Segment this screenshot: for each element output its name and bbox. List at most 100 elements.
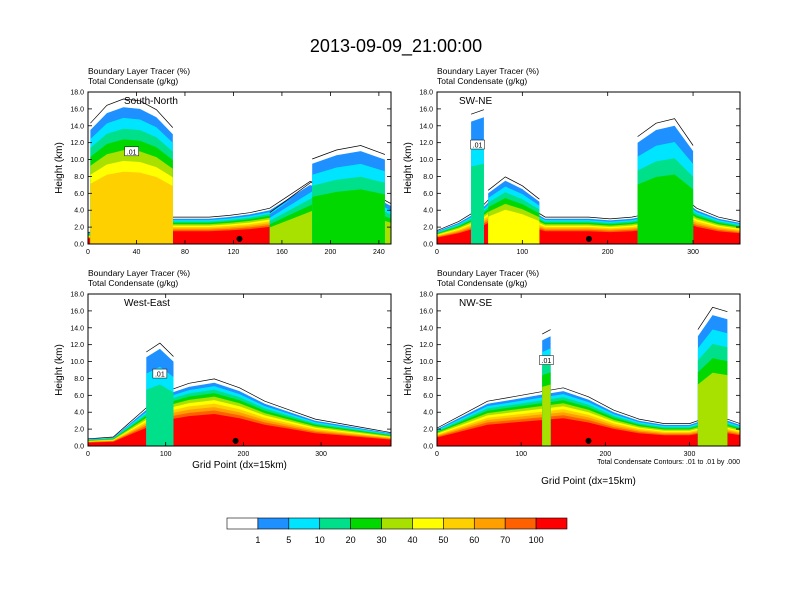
x-tick-label: 200 (238, 451, 250, 458)
x-tick-label: 200 (599, 451, 611, 458)
location-marker (585, 235, 592, 242)
plot-frame (436, 293, 741, 447)
shade-region-3-level-4 (637, 174, 694, 244)
shade-region-1-level-5 (542, 384, 551, 446)
colorbar-label: 50 (438, 535, 448, 545)
condensate-contour (90, 98, 174, 128)
panel-south-north: .01 0.0 2.0 4.0 6.0 8.0 10.0 12.0 14.0 16.0 18.0 0 4… (54, 66, 392, 256)
y-tick-label: 8.0 (74, 376, 84, 383)
y-tick-label: 18.0 (70, 90, 84, 97)
header-tracer: Boundary Layer Tracer (%) (437, 268, 539, 278)
colorbar-label: 10 (315, 535, 325, 545)
y-tick-label: 16.0 (419, 106, 433, 113)
y-tick-label: 12.0 (419, 140, 433, 147)
panel-label: West-East (124, 298, 170, 309)
location-marker (585, 437, 592, 444)
y-tick-label: 16.0 (70, 308, 84, 315)
contour-label: .01 (127, 149, 137, 156)
panel-nw-se: .01 0.0 2.0 4.0 6.0 8.0 10.0 12.0 14.0 16.0 18.0 0 1… (403, 268, 741, 458)
colorbar-label: 70 (500, 535, 510, 545)
plot-area: .01 (437, 92, 740, 244)
y-tick-label: 18.0 (419, 90, 433, 97)
y-tick-label: 8.0 (74, 174, 84, 181)
y-tick-label: 16.0 (419, 308, 433, 315)
x-tick-label: 160 (276, 249, 288, 256)
y-tick-label: 18.0 (70, 292, 84, 299)
colorbar-swatch (319, 517, 351, 530)
colorbar-swatch (226, 517, 259, 530)
y-tick-label: 8.0 (423, 376, 433, 383)
y-axis-label: Height (km) (54, 142, 65, 194)
contour-label-box (152, 368, 168, 379)
contour-label-box (124, 146, 139, 157)
colorbar-label: 100 (529, 535, 544, 545)
y-tick-label: 0.0 (423, 242, 433, 249)
colorbar-label: 30 (377, 535, 387, 545)
condensate-contour (88, 378, 391, 440)
panel-sw-ne: .01 0.0 2.0 4.0 6.0 8.0 10.0 12.0 14.0 16.0 18.0 0 1… (403, 66, 741, 256)
colorbar-label: 1 (255, 535, 260, 545)
condensate-contour (542, 329, 551, 335)
y-tick-label: 4.0 (74, 410, 84, 417)
header-condensate: Total Condensate (g/kg) (437, 278, 527, 288)
colorbar-swatch (412, 517, 444, 530)
x-axis-label-right: Grid Point (dx=15km) (541, 476, 636, 487)
contour-label: .01 (473, 143, 483, 150)
panel-label: NW-SE (459, 298, 492, 309)
y-tick-label: 10.0 (70, 359, 84, 366)
y-tick-label: 0.0 (423, 444, 433, 451)
colorbar-swatch (473, 517, 506, 530)
condensate-contour (146, 342, 174, 357)
plot-frame (436, 91, 741, 245)
y-tick-label: 10.0 (419, 359, 433, 366)
condensate-contour (697, 306, 728, 330)
y-axis-label: Height (km) (54, 344, 65, 396)
condensate-contour (470, 109, 485, 115)
x-tick-label: 0 (86, 451, 90, 458)
x-tick-label: 120 (228, 249, 240, 256)
x-tick-label: 300 (687, 249, 699, 256)
y-axis-label: Height (km) (403, 142, 414, 194)
x-tick-label: 0 (435, 451, 439, 458)
contour-label: .01 (542, 358, 552, 365)
shade-region-1-level-3 (146, 384, 174, 446)
colorbar-swatch (350, 517, 382, 530)
y-tick-label: 6.0 (74, 191, 84, 198)
y-tick-label: 0.0 (74, 242, 84, 249)
y-tick-label: 8.0 (423, 174, 433, 181)
y-tick-label: 4.0 (74, 208, 84, 215)
y-tick-label: 14.0 (70, 325, 84, 332)
y-tick-label: 16.0 (70, 106, 84, 113)
panel-label: South-North (124, 96, 178, 107)
y-tick-label: 10.0 (419, 157, 433, 164)
x-tick-label: 100 (515, 451, 527, 458)
y-tick-label: 0.0 (74, 444, 84, 451)
plot-frame (87, 91, 392, 245)
y-tick-label: 6.0 (423, 393, 433, 400)
y-tick-label: 12.0 (70, 342, 84, 349)
plot-area: .01 (88, 92, 391, 244)
colorbar-label: 20 (346, 535, 356, 545)
colorbar-swatch (504, 517, 537, 530)
x-tick-label: 40 (133, 249, 141, 256)
colorbar-swatch (257, 517, 290, 530)
condensate-contour (312, 145, 386, 160)
plot-area: .01 (437, 294, 740, 446)
shade-region-3-level-4 (312, 189, 385, 244)
y-tick-label: 2.0 (423, 225, 433, 232)
contour-label-box (470, 139, 485, 150)
x-tick-label: 80 (181, 249, 189, 256)
shade-region-2-level-5 (697, 372, 728, 446)
panel-label: SW-NE (459, 96, 492, 107)
x-tick-label: 100 (517, 249, 529, 256)
x-tick-label: 200 (325, 249, 337, 256)
y-tick-label: 12.0 (70, 140, 84, 147)
condensate-contour (437, 387, 740, 429)
y-tick-label: 14.0 (419, 325, 433, 332)
colorbar-swatch (381, 517, 413, 530)
x-tick-label: 200 (602, 249, 614, 256)
x-axis-label-left: Grid Point (dx=15km) (192, 460, 287, 471)
y-tick-label: 2.0 (74, 225, 84, 232)
x-tick-label: 0 (435, 249, 439, 256)
